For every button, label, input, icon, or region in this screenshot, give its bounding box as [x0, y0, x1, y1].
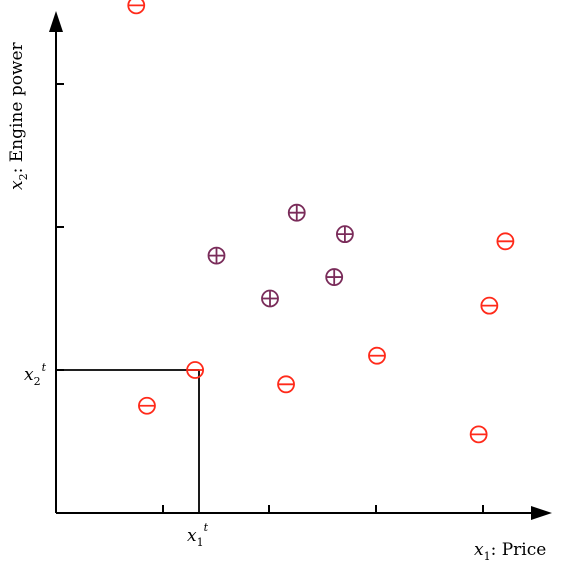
axes: [49, 11, 552, 520]
negative-point-9: [480, 296, 499, 315]
negative-point-3: [186, 361, 205, 379]
x1-threshold-label: x1t: [187, 521, 209, 549]
negative-point-5: [277, 375, 295, 394]
positive-point-1: [207, 246, 226, 265]
x2-threshold-label: x2t: [24, 361, 47, 388]
negative-point-8: [469, 425, 488, 444]
x-axis-arrowhead: [531, 506, 552, 520]
negative-point-2: [138, 396, 156, 415]
negative-point-10: [496, 232, 515, 251]
y-axis-label: x2: Engine power: [7, 41, 30, 190]
positive-point-4: [325, 268, 344, 286]
positive-point-5: [335, 225, 354, 244]
x-axis-label: x1: Price: [474, 540, 546, 563]
y-axis-arrowhead: [49, 11, 63, 32]
data-points: [127, 0, 515, 444]
negative-point-1: [127, 0, 146, 15]
positive-point-3: [287, 203, 306, 222]
positive-point-2: [261, 289, 279, 308]
negative-point-7: [368, 346, 386, 365]
